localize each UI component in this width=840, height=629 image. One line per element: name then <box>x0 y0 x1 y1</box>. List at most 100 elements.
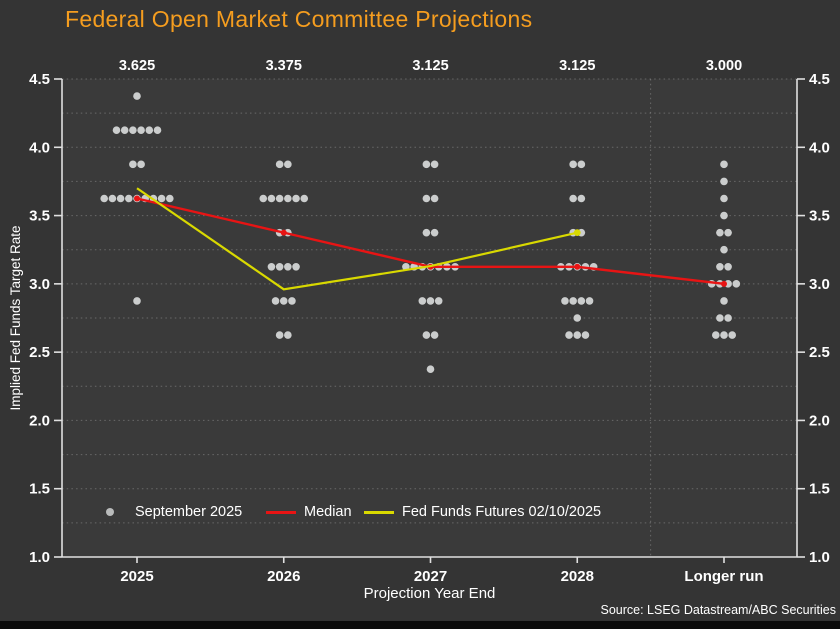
projection-dot <box>577 160 586 169</box>
legend-label: Fed Funds Futures 02/10/2025 <box>402 504 602 520</box>
median-top-label: 3.000 <box>706 58 742 74</box>
projection-dot <box>577 297 586 305</box>
legend: September 2025 Median Fed Funds Futures … <box>0 503 840 521</box>
projection-dot <box>569 297 577 305</box>
projection-dot <box>720 160 728 169</box>
projection-dot <box>422 331 431 339</box>
projection-dot <box>720 194 728 203</box>
projection-dot <box>300 194 309 203</box>
projection-dot <box>125 194 133 203</box>
projection-dot <box>275 262 284 271</box>
x-tick-label: 2027 <box>414 568 447 585</box>
futures-line <box>136 187 578 291</box>
projection-dot <box>292 194 300 203</box>
projection-dot <box>145 126 154 135</box>
projection-dot <box>724 314 732 322</box>
projection-dot <box>577 194 586 203</box>
projection-dot <box>430 228 439 237</box>
projection-dot <box>565 331 573 339</box>
projection-dot <box>716 228 724 237</box>
page-title: Federal Open Market Committee Projection… <box>65 6 533 32</box>
projection-dot <box>267 262 276 271</box>
y-tick-label-right: 2.0 <box>809 412 830 429</box>
futures-line-icon <box>364 510 394 514</box>
y-tick-label-left: 3.5 <box>29 208 50 225</box>
median-marker <box>280 229 287 236</box>
y-tick-label-left: 4.5 <box>29 71 50 88</box>
projection-dot <box>716 314 724 322</box>
projection-dot <box>422 194 431 203</box>
projection-dot <box>422 228 431 237</box>
dot-marker-icon <box>106 508 114 516</box>
median-line-icon <box>266 510 296 514</box>
projection-dot <box>430 194 439 203</box>
projection-dot <box>426 365 435 374</box>
projection-dot <box>720 177 728 186</box>
legend-item-fed-funds-futures: Fed Funds Futures 02/10/2025 <box>364 503 601 521</box>
projection-dot <box>120 126 129 135</box>
projection-dot <box>267 194 276 203</box>
y-tick-label-right: 1.0 <box>809 549 830 566</box>
legend-label: September 2025 <box>135 504 243 520</box>
projection-dot <box>271 297 280 305</box>
y-tick-label-right: 1.5 <box>809 481 830 498</box>
x-axis-title: Projection Year End <box>364 585 496 602</box>
median-top-label: 3.125 <box>412 58 448 74</box>
projection-dot <box>720 245 728 254</box>
legend-item-median: Median <box>266 503 352 521</box>
projection-dot <box>133 92 141 100</box>
y-tick-label-right: 3.5 <box>809 208 830 225</box>
projection-dot <box>720 331 728 339</box>
projection-dot <box>720 297 728 305</box>
y-tick-label-left: 1.0 <box>29 549 50 566</box>
projection-dot <box>292 262 300 271</box>
projection-dot <box>284 331 292 339</box>
projection-dot <box>137 126 145 135</box>
projection-dot <box>166 194 174 203</box>
projection-dot <box>732 280 741 288</box>
projection-dot <box>279 297 288 305</box>
projection-dot <box>133 297 141 305</box>
legend-item-september-2025: September 2025 <box>106 503 242 521</box>
projection-dot <box>137 160 145 169</box>
projection-dot <box>712 331 720 339</box>
legend-label: Median <box>304 504 352 520</box>
projection-dot <box>569 194 577 203</box>
projection-dot <box>284 194 292 203</box>
projection-dot <box>157 194 166 203</box>
projection-dot <box>573 314 582 322</box>
projection-dot <box>284 160 292 169</box>
projection-dot <box>284 262 292 271</box>
y-tick-label-left: 4.0 <box>29 139 50 156</box>
projection-dot <box>426 297 435 305</box>
projection-dot <box>418 297 427 305</box>
projection-dot <box>100 194 108 203</box>
x-tick-label: 2028 <box>561 568 594 585</box>
projection-dot <box>716 262 724 271</box>
median-top-label: 3.375 <box>266 58 302 74</box>
source-credit: Source: LSEG Datastream/ABC Securities <box>600 603 836 617</box>
y-tick-label-right: 4.5 <box>809 71 830 88</box>
x-tick-label: Longer run <box>684 568 763 585</box>
y-tick-label-right: 2.5 <box>809 344 830 361</box>
y-axis-title: Implied Fed Funds Target Rate <box>8 225 23 410</box>
projection-dot <box>581 331 590 339</box>
projection-dot <box>275 331 284 339</box>
projection-dot <box>430 331 439 339</box>
y-tick-label-left: 2.0 <box>29 412 50 429</box>
projection-dot <box>116 194 125 203</box>
projection-dot <box>108 194 117 203</box>
median-marker <box>134 195 140 202</box>
projection-dot <box>728 331 736 339</box>
projection-dot <box>561 297 569 305</box>
futures-end-marker <box>573 229 581 237</box>
median-top-label: 3.625 <box>119 58 155 74</box>
projection-dot <box>288 297 296 305</box>
projection-dot <box>275 194 284 203</box>
median-marker <box>721 280 727 287</box>
y-tick-label-left: 2.5 <box>29 344 50 361</box>
projection-dot <box>573 331 582 339</box>
y-tick-label-right: 4.0 <box>809 139 830 156</box>
